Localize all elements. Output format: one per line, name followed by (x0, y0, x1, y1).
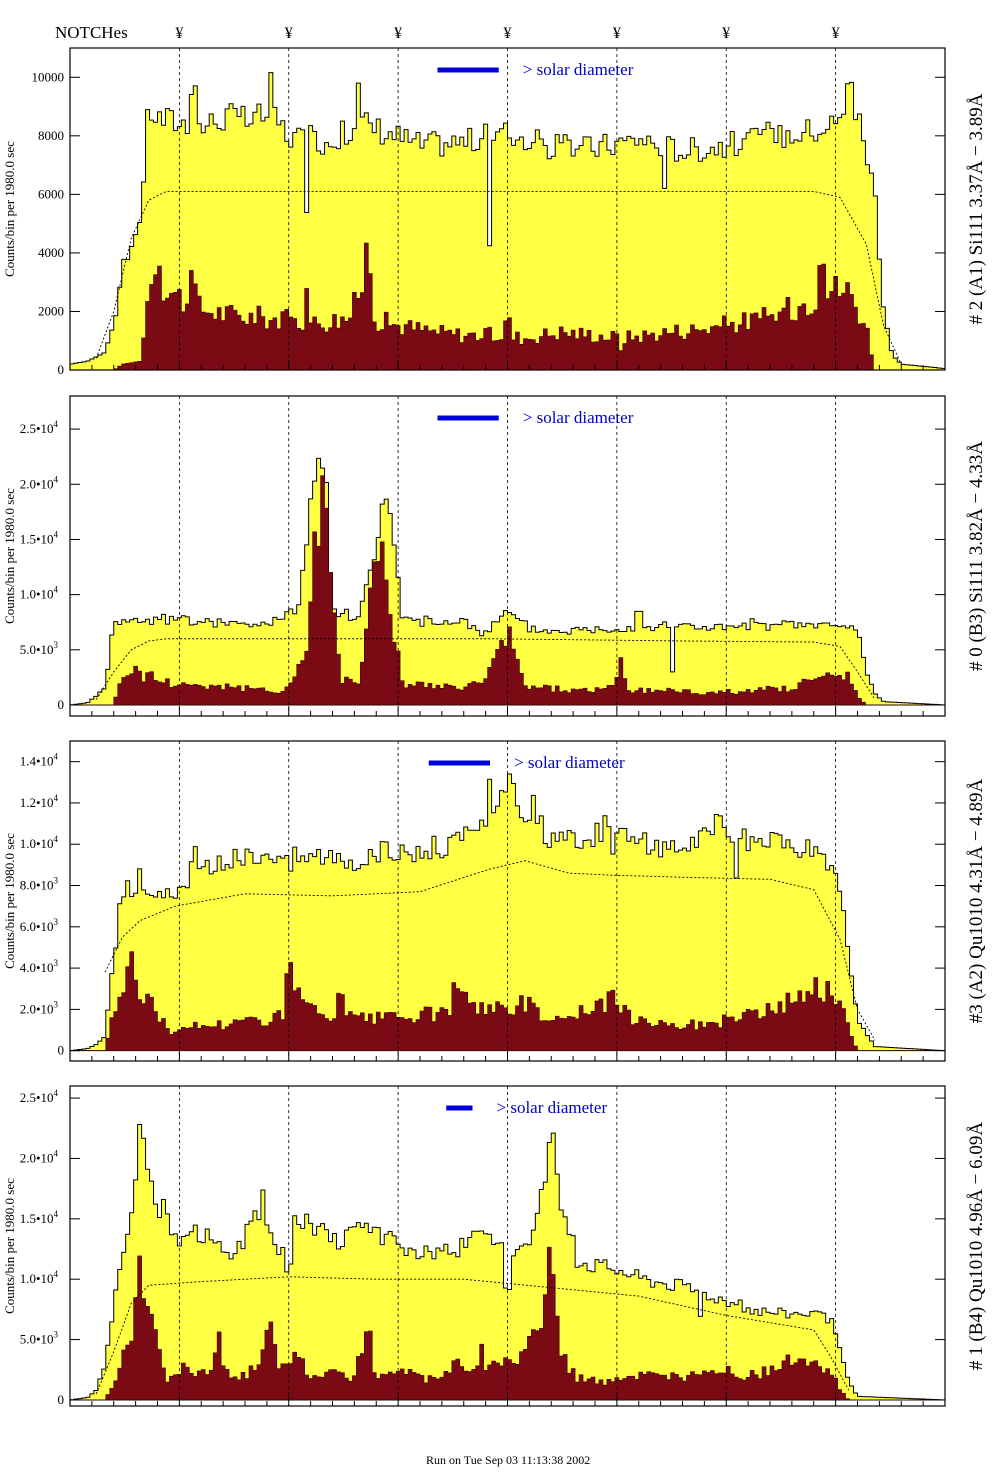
notch-marker-6: ¥ (722, 25, 730, 42)
solar-diameter-label: > solar diameter (523, 408, 634, 427)
solar-diameter-label: > solar diameter (523, 60, 634, 79)
y-tick-label: 5.0•103 (20, 1330, 59, 1347)
y-tick-label: 8000 (38, 128, 64, 143)
upper-histogram-outline (69, 72, 946, 371)
y-tick-label: 4000 (38, 245, 64, 260)
y-tick-label: 8.0•103 (20, 876, 59, 893)
y-tick-label: 1.5•104 (20, 1209, 59, 1226)
y-tick-label: 4.0•103 (20, 958, 59, 975)
solar-diameter-label: > solar diameter (497, 1098, 608, 1117)
y-tick-label: 1.5•104 (20, 529, 59, 546)
detector-label: # 0 (B3) Si111 3.82Å − 4.33Å (966, 441, 987, 671)
y-axis-label: Counts/bin per 1980.0 sec (2, 1178, 17, 1314)
y-tick-label: 1.4•104 (20, 752, 59, 769)
histogram-panels: 0 2000 4000 6000 8000 10000 Counts/bin per 198… (2, 47, 987, 1407)
smoothed-curve (95, 1276, 850, 1395)
lower-histogram-fill (70, 475, 945, 706)
y-tick-label: 2.0•103 (20, 999, 59, 1016)
y-axis-label: Counts/bin per 1980.0 sec (2, 833, 17, 969)
detector-label: # 1 (B4) Qu1010 4.96Å − 6.09Å (966, 1122, 987, 1370)
y-tick-label: 2.5•104 (20, 419, 59, 436)
histogram-panel-1: 0 2000 4000 6000 8000 10000 Counts/bin per 198… (2, 47, 987, 377)
y-tick-label: 5.0•103 (20, 640, 59, 657)
y-tick-label: 10000 (32, 69, 65, 84)
y-tick-label: 2.5•104 (20, 1088, 59, 1105)
smoothed-curve (104, 860, 876, 1041)
notch-marks: ¥ ¥ ¥ ¥ ¥ ¥ ¥ (175, 25, 839, 42)
y-tick-label: 1.0•104 (20, 834, 59, 851)
notch-marker-2: ¥ (285, 25, 293, 42)
y-tick-label: 2.0•104 (20, 474, 59, 491)
y-tick-label: 0 (58, 1392, 65, 1407)
y-axis-label: Counts/bin per 1980.0 sec (2, 488, 17, 624)
y-axis-label: Counts/bin per 1980.0 sec (2, 141, 17, 277)
y-tick-label: 2000 (38, 303, 64, 318)
notch-marker-5: ¥ (613, 25, 621, 42)
detector-label: # 2 (A1) Si111 3.37Å − 3.89Å (966, 93, 987, 324)
detector-label: #3 (A2) Qu1010 4.31Å − 4.89Å (966, 778, 987, 1023)
histogram-panel-3: 0 2.0•103 4.0•103 6.0•103 8.0•103 1.0•104 1.2•… (2, 740, 987, 1062)
y-tick-label: 1.0•104 (20, 585, 59, 602)
y-tick-label: 1.0•104 (20, 1269, 59, 1286)
y-tick-label: 0 (58, 1043, 65, 1058)
upper-histogram-outline (69, 1123, 946, 1401)
histogram-panel-4: 0 5.0•103 1.0•104 1.5•104 2.0•104 2.5•104 Coun… (2, 1085, 987, 1407)
notch-marker-1: ¥ (175, 25, 183, 42)
notch-marker-3: ¥ (394, 25, 402, 42)
upper-histogram-fill (70, 1124, 945, 1400)
run-timestamp: Run on Tue Sep 03 11:13:38 2002 (426, 1453, 590, 1467)
y-tick-label: 6.0•103 (20, 917, 59, 934)
solar-diameter-label: > solar diameter (514, 753, 625, 772)
y-tick-label: 0 (58, 362, 65, 377)
y-tick-label: 1.2•104 (20, 793, 59, 810)
y-tick-label: 0 (58, 697, 65, 712)
notch-marker-7: ¥ (832, 25, 840, 42)
notch-marker-4: ¥ (504, 25, 512, 42)
y-tick-label: 6000 (38, 186, 64, 201)
smoothed-curve (95, 638, 876, 700)
notches-title: NOTCHes (55, 23, 128, 42)
y-tick-label: 2.0•104 (20, 1148, 59, 1165)
histogram-panel-2: 0 5.0•103 1.0•104 1.5•104 2.0•104 2.5•104 Coun… (2, 395, 987, 717)
